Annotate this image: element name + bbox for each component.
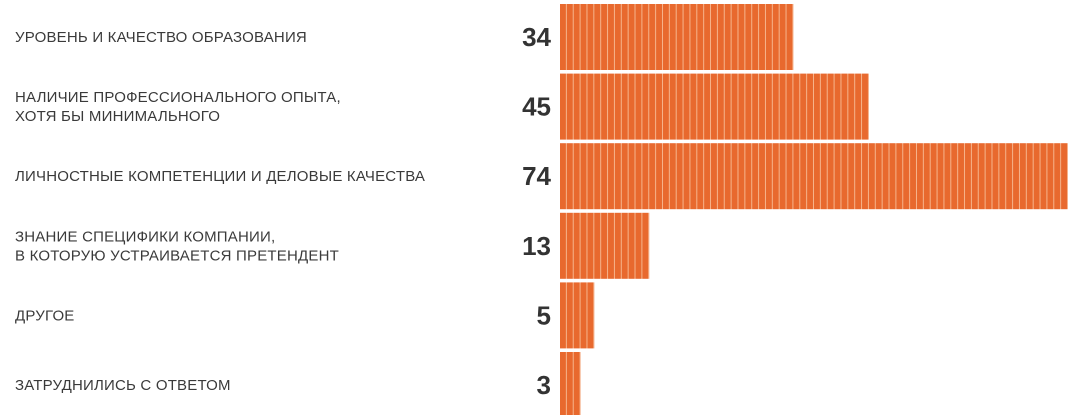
bar [560,352,581,415]
value-label: 5 [537,300,551,330]
category-label: НАЛИЧИЕ ПРОФЕССИОНАЛЬНОГО ОПЫТА, [15,89,341,106]
bar [560,73,869,140]
bar [560,212,650,279]
bar [560,143,1068,210]
category-label: УРОВЕНЬ И КАЧЕСТВО ОБРАЗОВАНИЯ [15,29,307,46]
category-label: ЗАТРУДНИЛИСЬ С ОТВЕТОМ [15,377,231,394]
value-label: 34 [522,22,551,52]
category-label: ДРУГОЕ [15,307,75,324]
value-label: 74 [522,161,551,191]
bar [560,4,794,70]
value-label: 45 [522,92,551,122]
category-label: ЗНАНИЕ СПЕЦИФИКИ КОМПАНИИ, [15,228,275,245]
value-label: 3 [537,370,551,400]
category-label: ХОТЯ БЫ МИНИМАЛЬНОГО [15,108,220,125]
value-label: 13 [522,231,551,261]
bar [560,282,595,349]
category-label: В КОТОРУЮ УСТРАИВАЕТСЯ ПРЕТЕНДЕНТ [15,247,339,264]
category-label: ЛИЧНОСТНЫЕ КОМПЕТЕНЦИИ И ДЕЛОВЫЕ КАЧЕСТВ… [15,168,425,185]
